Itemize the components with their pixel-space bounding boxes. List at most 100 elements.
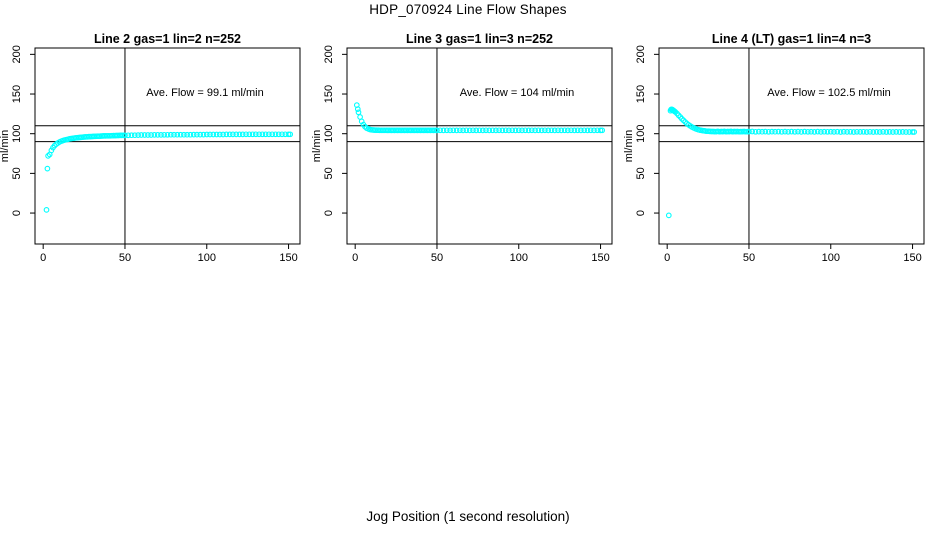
data-point xyxy=(131,132,138,139)
data-point xyxy=(434,127,440,134)
data-point xyxy=(243,131,249,138)
data-point xyxy=(184,131,190,138)
x-tick-label: 150 xyxy=(591,252,609,264)
data-point xyxy=(233,131,240,138)
chart-title: Line 2 gas=1 lin=2 n=252 xyxy=(94,32,241,46)
x-tick-label: 100 xyxy=(510,252,528,264)
data-point xyxy=(355,109,362,116)
data-point xyxy=(473,127,480,134)
data-point xyxy=(755,128,762,135)
average-flow-annotation: Ave. Flow = 102.5 ml/min xyxy=(767,87,891,99)
data-point xyxy=(519,127,525,134)
data-point xyxy=(591,127,597,134)
data-point xyxy=(870,129,877,135)
data-point xyxy=(207,131,213,138)
data-point xyxy=(506,127,512,134)
x-tick-label: 50 xyxy=(431,252,443,264)
data-point xyxy=(266,131,272,138)
x-tick-label: 150 xyxy=(903,252,921,264)
data-point xyxy=(512,127,519,134)
data-point xyxy=(827,128,834,135)
data-point xyxy=(177,131,184,138)
y-tick-label: 50 xyxy=(11,167,23,179)
x-axis-label: Jog Position (1 second resolution) xyxy=(366,509,570,524)
data-point xyxy=(821,128,828,135)
data-point xyxy=(847,128,854,135)
y-tick-label: 150 xyxy=(635,85,647,103)
data-point xyxy=(551,127,558,134)
data-point xyxy=(486,127,493,134)
data-point xyxy=(886,129,893,135)
data-point xyxy=(863,129,870,135)
data-point xyxy=(896,129,903,135)
data-point xyxy=(194,131,200,138)
data-point xyxy=(746,128,752,135)
data-point xyxy=(515,127,522,134)
data-point xyxy=(44,165,51,172)
data-point xyxy=(141,132,148,138)
data-point xyxy=(772,128,778,135)
data-point xyxy=(249,131,256,138)
data-point xyxy=(479,127,486,134)
data-point xyxy=(279,131,285,138)
data-point xyxy=(538,127,545,134)
data-point xyxy=(223,131,230,138)
y-tick-label: 0 xyxy=(323,210,335,216)
data-point xyxy=(808,128,814,135)
data-point xyxy=(502,127,509,134)
data-point xyxy=(599,127,606,134)
data-point xyxy=(496,127,502,134)
charts-row: Line 2 gas=1 lin=2 n=252 0 50 100 150 0 50 100 1… xyxy=(0,30,936,275)
figure-title: HDP_070924 Line Flow Shapes xyxy=(369,2,567,17)
data-point xyxy=(665,212,672,219)
data-point xyxy=(890,129,896,135)
x-tick-label: 0 xyxy=(664,252,670,264)
data-point xyxy=(453,127,460,134)
data-point xyxy=(167,131,174,138)
data-point xyxy=(788,128,795,135)
data-point xyxy=(818,129,824,135)
data-point xyxy=(782,128,788,135)
data-point xyxy=(837,129,844,135)
y-tick-label: 200 xyxy=(323,45,335,63)
data-point xyxy=(778,128,785,135)
data-point xyxy=(200,131,207,138)
y-axis-label: ml/min xyxy=(0,130,11,162)
data-point xyxy=(226,131,233,138)
data-point xyxy=(174,131,181,138)
data-point xyxy=(899,129,906,135)
data-point xyxy=(587,127,594,134)
data-point xyxy=(443,127,450,134)
data-point xyxy=(354,106,361,112)
data-point xyxy=(574,127,581,134)
data-point xyxy=(555,127,561,134)
data-point xyxy=(470,127,476,134)
data-point xyxy=(535,127,542,134)
data-point xyxy=(584,127,591,134)
chart-panel-line3: Line 3 gas=1 lin=3 n=252 0 50 100 150 0 50 100 1… xyxy=(312,32,613,264)
data-point xyxy=(791,128,798,135)
data-point xyxy=(850,129,857,135)
data-point xyxy=(125,132,132,139)
y-tick-label: 0 xyxy=(11,210,23,216)
y-tick-label: 50 xyxy=(323,167,335,179)
data-point xyxy=(522,127,529,134)
plot-box xyxy=(346,47,613,245)
data-point xyxy=(509,127,516,134)
data-point xyxy=(759,128,765,135)
data-point xyxy=(795,128,801,135)
data-point xyxy=(161,131,168,138)
y-tick-label: 200 xyxy=(11,45,23,63)
chart-panel-line4: Line 4 (LT) gas=1 lin=4 n=3 0 50 100 150 0 50 1… xyxy=(624,32,925,264)
data-point xyxy=(285,131,292,138)
chart-panel-line2: Line 2 gas=1 lin=2 n=252 0 50 100 150 0 50 100 1… xyxy=(0,32,301,264)
y-tick-label: 200 xyxy=(635,45,647,63)
data-point xyxy=(252,131,259,138)
data-point xyxy=(197,131,204,138)
data-point xyxy=(203,131,210,138)
data-point xyxy=(762,128,769,135)
data-point xyxy=(876,129,883,135)
data-point xyxy=(287,131,294,138)
data-point xyxy=(548,127,555,134)
data-point xyxy=(483,127,489,134)
